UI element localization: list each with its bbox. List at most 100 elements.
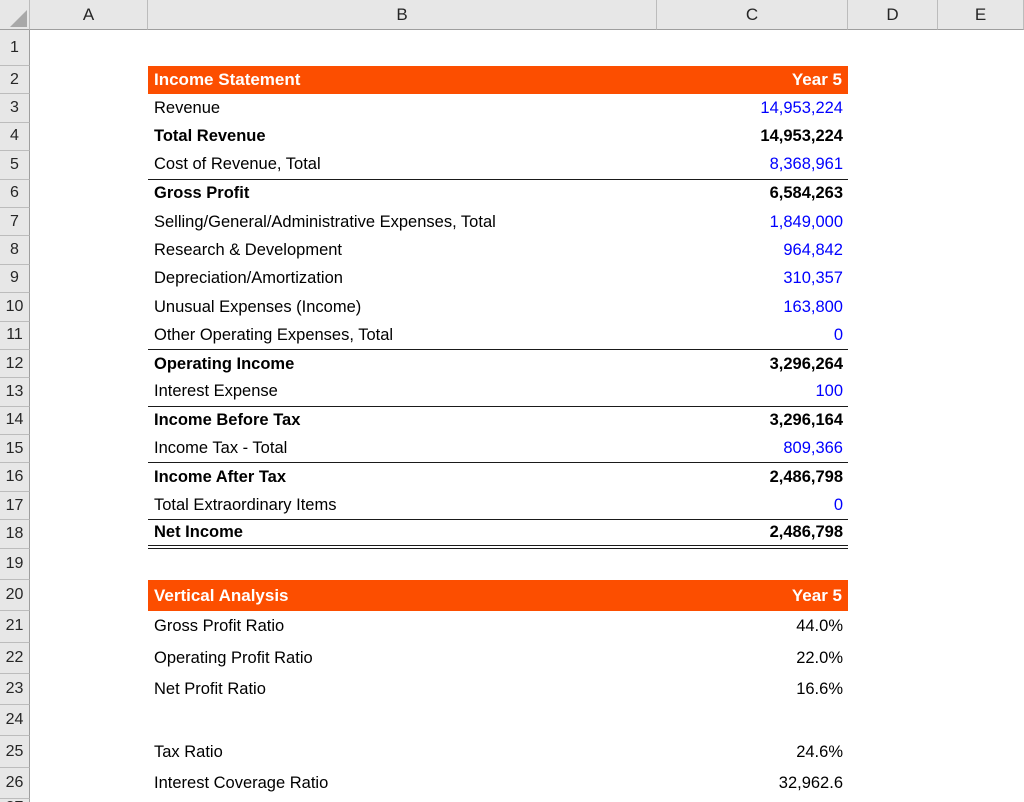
cell-E27[interactable] — [938, 799, 1024, 802]
row-header-8[interactable]: 8 — [0, 236, 30, 265]
cell-D18[interactable] — [848, 520, 938, 549]
cell-D1[interactable] — [848, 30, 938, 66]
cell-E8[interactable] — [938, 236, 1024, 265]
cell-A11[interactable] — [30, 321, 148, 350]
column-header-D[interactable]: D — [848, 0, 938, 30]
cell-E13[interactable] — [938, 378, 1024, 407]
cell-D8[interactable] — [848, 236, 938, 265]
cell-E4[interactable] — [938, 122, 1024, 152]
cell-B21-label[interactable]: Gross Profit Ratio — [148, 611, 657, 643]
cell-D6[interactable] — [848, 179, 938, 208]
row-header-26[interactable]: 26 — [0, 767, 30, 800]
cell-B6-label[interactable]: Gross Profit — [148, 179, 657, 208]
cell-B5-label[interactable]: Cost of Revenue, Total — [148, 151, 657, 180]
cell-A24[interactable] — [30, 705, 148, 737]
column-header-A[interactable]: A — [30, 0, 148, 30]
cell-C26-value[interactable]: 32,962.6 — [657, 767, 848, 800]
cell-D7[interactable] — [848, 207, 938, 237]
cell-C27[interactable] — [657, 799, 848, 802]
cell-D20[interactable] — [848, 579, 938, 612]
cell-E23[interactable] — [938, 673, 1024, 706]
cell-C25-value[interactable]: 24.6% — [657, 736, 848, 768]
cell-C18-value[interactable]: 2,486,798 — [657, 520, 848, 549]
cell-E20[interactable] — [938, 579, 1024, 612]
cell-A19[interactable] — [30, 548, 148, 580]
cell-B4-label[interactable]: Total Revenue — [148, 122, 657, 152]
cell-D9[interactable] — [848, 264, 938, 294]
cell-E14[interactable] — [938, 406, 1024, 436]
cell-D4[interactable] — [848, 122, 938, 152]
cell-D5[interactable] — [848, 151, 938, 180]
cell-D3[interactable] — [848, 94, 938, 123]
vertical-analysis-header-band[interactable]: Vertical Analysis Year 5 — [148, 579, 848, 612]
cell-C5-value[interactable]: 8,368,961 — [657, 151, 848, 180]
cell-E25[interactable] — [938, 736, 1024, 768]
cell-C8-value[interactable]: 964,842 — [657, 236, 848, 265]
row-header-11[interactable]: 11 — [0, 321, 30, 350]
row-header-25[interactable]: 25 — [0, 736, 30, 768]
cell-E15[interactable] — [938, 435, 1024, 464]
cell-A27[interactable] — [30, 799, 148, 802]
cell-A18[interactable] — [30, 520, 148, 549]
cell-E7[interactable] — [938, 207, 1024, 237]
row-header-21[interactable]: 21 — [0, 611, 30, 643]
cell-B3-label[interactable]: Revenue — [148, 94, 657, 123]
row-header-12[interactable]: 12 — [0, 349, 30, 379]
cell-B14-label[interactable]: Income Before Tax — [148, 406, 657, 436]
cell-A15[interactable] — [30, 435, 148, 464]
cell-E21[interactable] — [938, 611, 1024, 643]
cell-A9[interactable] — [30, 264, 148, 294]
select-all-button[interactable] — [0, 0, 30, 30]
row-header-19[interactable]: 19 — [0, 548, 30, 580]
cell-A10[interactable] — [30, 293, 148, 322]
cell-C10-value[interactable]: 163,800 — [657, 293, 848, 322]
cell-D26[interactable] — [848, 767, 938, 800]
row-header-27[interactable]: 27 — [0, 799, 30, 802]
row-header-23[interactable]: 23 — [0, 673, 30, 706]
cell-A16[interactable] — [30, 463, 148, 492]
cell-D14[interactable] — [848, 406, 938, 436]
cell-D25[interactable] — [848, 736, 938, 768]
cell-D22[interactable] — [848, 642, 938, 674]
row-header-18[interactable]: 18 — [0, 520, 30, 549]
row-header-2[interactable]: 2 — [0, 66, 30, 95]
cell-A14[interactable] — [30, 406, 148, 436]
cell-A8[interactable] — [30, 236, 148, 265]
cell-E2[interactable] — [938, 66, 1024, 95]
cell-C3-value[interactable]: 14,953,224 — [657, 94, 848, 123]
cell-E11[interactable] — [938, 321, 1024, 350]
cell-B26-label[interactable]: Interest Coverage Ratio — [148, 767, 657, 800]
cell-E3[interactable] — [938, 94, 1024, 123]
cell-B7-label[interactable]: Selling/General/Administrative Expenses,… — [148, 207, 657, 237]
cell-C22-value[interactable]: 22.0% — [657, 642, 848, 674]
cell-E6[interactable] — [938, 179, 1024, 208]
cell-C9-value[interactable]: 310,357 — [657, 264, 848, 294]
cell-C1[interactable] — [657, 30, 848, 66]
row-header-6[interactable]: 6 — [0, 179, 30, 208]
cell-C17-value[interactable]: 0 — [657, 491, 848, 521]
cell-B22-label[interactable]: Operating Profit Ratio — [148, 642, 657, 674]
cell-C13-value[interactable]: 100 — [657, 378, 848, 407]
cell-D11[interactable] — [848, 321, 938, 350]
cell-D24[interactable] — [848, 705, 938, 737]
cell-D13[interactable] — [848, 378, 938, 407]
cell-B27[interactable] — [148, 799, 657, 802]
cell-E19[interactable] — [938, 548, 1024, 580]
cell-A23[interactable] — [30, 673, 148, 706]
cell-C6-value[interactable]: 6,584,263 — [657, 179, 848, 208]
column-header-C[interactable]: C — [657, 0, 848, 30]
cell-E22[interactable] — [938, 642, 1024, 674]
cell-B12-label[interactable]: Operating Income — [148, 349, 657, 379]
cell-D15[interactable] — [848, 435, 938, 464]
cell-A20[interactable] — [30, 579, 148, 612]
row-header-17[interactable]: 17 — [0, 491, 30, 521]
cell-A12[interactable] — [30, 349, 148, 379]
row-header-14[interactable]: 14 — [0, 406, 30, 436]
cell-B1[interactable] — [148, 30, 657, 66]
cell-A1[interactable] — [30, 30, 148, 66]
cell-B19[interactable] — [148, 548, 657, 580]
row-header-5[interactable]: 5 — [0, 151, 30, 180]
cell-D12[interactable] — [848, 349, 938, 379]
cell-E17[interactable] — [938, 491, 1024, 521]
row-header-24[interactable]: 24 — [0, 705, 30, 737]
